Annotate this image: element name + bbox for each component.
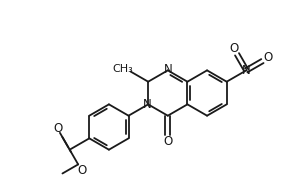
Text: N: N — [242, 64, 251, 77]
Text: N: N — [143, 98, 152, 111]
Text: O: O — [229, 42, 238, 55]
Text: O: O — [77, 164, 86, 177]
Text: O: O — [53, 123, 62, 135]
Text: N: N — [163, 63, 172, 76]
Text: O: O — [264, 51, 273, 64]
Text: CH₃: CH₃ — [113, 64, 133, 74]
Text: O: O — [163, 135, 172, 148]
